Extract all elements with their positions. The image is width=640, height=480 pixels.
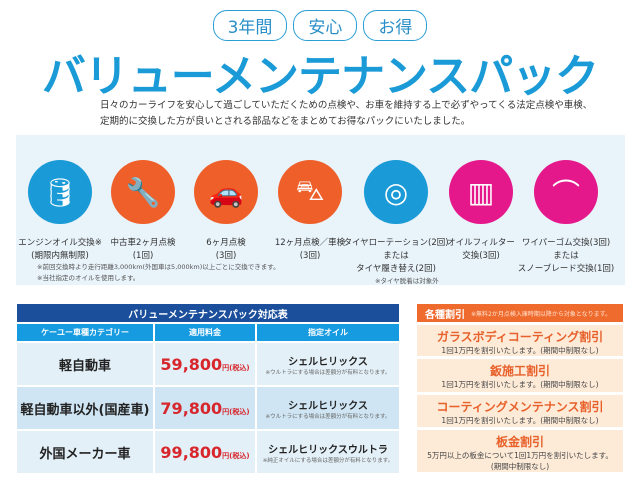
description-line: 日々のカーライフを安心して過ごしていただくための点検や、お車を維持する上で必ずや… xyxy=(100,100,593,111)
page-title: バリューメンテナンスパック xyxy=(41,51,599,102)
description-line: 定期的に交換した方が良いとされる部品などをまとめてお得なパックにいたしました。 xyxy=(100,116,471,127)
service-label-line: または xyxy=(383,251,409,261)
service-label-line: 6ヶ月点検 xyxy=(206,238,246,248)
discount-name: 鈑施工割引 xyxy=(489,364,550,378)
discount-title: 各種割引 xyxy=(425,309,465,321)
tire-note: ※タイヤ脱着は対象外 xyxy=(375,277,439,285)
oil-cell: シェルヒリックスウルトラ ※純正オイルにする場合は差額分が有料となります。 xyxy=(257,431,399,473)
footnote: ※当社指定のオイルを使用します。 xyxy=(37,274,140,282)
discount-text: 5万円以上の板金について1回1万円を割引いたします。 xyxy=(427,451,613,460)
service-label-line: ワイパーゴム交換(3回) xyxy=(521,238,611,248)
oil-note: ※純正オイルにする場合は差額分が有料となります。 xyxy=(262,457,394,464)
discount-name: コーティングメンテナンス割引 xyxy=(436,400,604,414)
wrench-icon: 🔧 xyxy=(111,160,175,224)
footnote: ※前回交換時より走行距離3,000km(外国車は5,000km)以上ごとに交換で… xyxy=(37,263,280,271)
discount-text: 1回1万円を割引いたします。(期間中制限なし) xyxy=(441,346,599,355)
mechanic-car-icon: 🚗 xyxy=(194,160,258,224)
price-unit: 円(税込) xyxy=(222,363,250,372)
badges: 3年間 安心 お得 xyxy=(0,10,640,41)
oil-can-icon: 🛢 xyxy=(28,160,92,224)
service-label-line: 交換(3回) xyxy=(462,251,500,261)
column-header: 適用料金 xyxy=(155,324,255,341)
discount-card: 鈑施工割引 1回1万円を割引いたします。(期間中制限なし) xyxy=(417,359,623,392)
service-label: オイルフィルター 交換(3回) xyxy=(426,237,536,263)
price-cell: 99,800円(税込) xyxy=(155,431,255,473)
price-unit: 円(税込) xyxy=(222,451,250,460)
category-cell: 軽自動車 xyxy=(17,343,153,385)
service-label-line: (3回) xyxy=(299,251,321,261)
car-lift-icon: ⛍ xyxy=(278,160,342,224)
column-header: ケーユー車種カテゴリー xyxy=(17,324,153,341)
table-row: 軽自動車 59,800円(税込) シェルヒリックス ※ウルトラにする場合は差額分が… xyxy=(17,343,399,385)
oil-note: ※ウルトラにする場合は差額分が有料となります。 xyxy=(265,413,391,420)
oil-name: シェルヒリックス xyxy=(288,356,368,368)
service-label-line: オイルフィルター xyxy=(447,238,515,248)
oil-filter-icon: ▥ xyxy=(449,160,513,224)
service-label-line: 中古車2ヶ月点検 xyxy=(110,238,176,248)
service-label-line: エンジンオイル交換※ xyxy=(18,238,102,248)
service-label: 12ヶ月点検／車検 (3回) xyxy=(255,237,365,263)
price: 99,800 xyxy=(160,442,223,462)
oil-cell: シェルヒリックス ※ウルトラにする場合は差額分が有料となります。 xyxy=(257,343,399,385)
wiper-icon: ⌒ xyxy=(534,160,598,224)
service-label: タイヤローテーション(2回) またはタイヤ履き替え(2回) xyxy=(341,237,451,276)
discount-card: コーティングメンテナンス割引 1回1万円を割引いたします。(期間中制限なし) xyxy=(417,395,623,427)
discount-text: 1回1万円を割引いたします。(期間中制限なし) xyxy=(441,380,599,389)
table-title: バリューメンテナンスパック対応表 xyxy=(17,304,399,322)
service-label-line: スノーブレード交換(1回) xyxy=(517,264,615,274)
discount-note: ※無料2か月点検入庫時期以降から対象となります。 xyxy=(471,310,612,318)
service-label-line: タイヤ履き替え(2回) xyxy=(356,264,436,274)
service-label-line: 12ヶ月点検／車検 xyxy=(274,238,346,248)
table-row: 軽自動車以外(国産車) 79,800円(税込) シェルヒリックス ※ウルトラにする… xyxy=(17,387,399,429)
price-unit: 円(税込) xyxy=(222,407,250,416)
price: 79,800 xyxy=(160,398,223,418)
discount-text: (期間中制限なし) xyxy=(490,462,550,471)
discount-card: 板金割引 5万円以上の板金について1回1万円を割引いたします。 (期間中制限なし) xyxy=(417,430,623,472)
oil-name: シェルヒリックス xyxy=(288,400,368,412)
service-label: 中古車2ヶ月点検 (1回) xyxy=(88,237,198,263)
category-cell: 外国メーカー車 xyxy=(17,431,153,473)
discount-name: 板金割引 xyxy=(495,435,544,449)
discount-name: ガラスボディコーティング割引 xyxy=(436,330,604,344)
service-label-line: タイヤローテーション(2回) xyxy=(343,238,449,248)
tire-icon: ◎ xyxy=(364,160,428,224)
oil-note: ※ウルトラにする場合は差額分が有料となります。 xyxy=(265,369,391,376)
oil-cell: シェルヒリックス ※ウルトラにする場合は差額分が有料となります。 xyxy=(257,387,399,429)
service-label: エンジンオイル交換※ (期限内無制限) xyxy=(5,237,115,263)
service-label: ワイパーゴム交換(3回) またはスノーブレード交換(1回) xyxy=(511,237,621,276)
oil-name: シェルヒリックスウルトラ xyxy=(268,444,388,456)
price-cell: 79,800円(税込) xyxy=(155,387,255,429)
service-label-line: (1回) xyxy=(132,251,154,261)
service-label-line: (期限内無制限) xyxy=(31,251,89,261)
price-cell: 59,800円(税込) xyxy=(155,343,255,385)
category-cell: 軽自動車以外(国産車) xyxy=(17,387,153,429)
badge: お得 xyxy=(363,10,428,41)
discount-text: 1回1万円を割引いたします。(期間中制限なし) xyxy=(441,416,599,425)
service-label: 6ヶ月点検 (3回) xyxy=(171,237,281,263)
column-header: 指定オイル xyxy=(257,324,399,341)
discount-header: 各種割引 ※無料2か月点検入庫時期以降から対象となります。 xyxy=(417,304,623,322)
service-label-line: または xyxy=(553,251,579,261)
badge: 安心 xyxy=(293,10,358,41)
description: 日々のカーライフを安心して過ごしていただくための点検や、お車を維持する上で必ずや… xyxy=(100,98,592,130)
price-table: バリューメンテナンスパック対応表 ケーユー車種カテゴリー 適用料金 指定オイル … xyxy=(15,302,401,475)
discount-card: ガラスボディコーティング割引 1回1万円を割引いたします。(期間中制限なし) xyxy=(417,325,623,356)
table-row: 外国メーカー車 99,800円(税込) シェルヒリックスウルトラ ※純正オイルにす… xyxy=(17,431,399,473)
service-label-line: (3回) xyxy=(215,251,237,261)
price: 59,800 xyxy=(160,354,223,374)
badge: 3年間 xyxy=(212,10,288,41)
